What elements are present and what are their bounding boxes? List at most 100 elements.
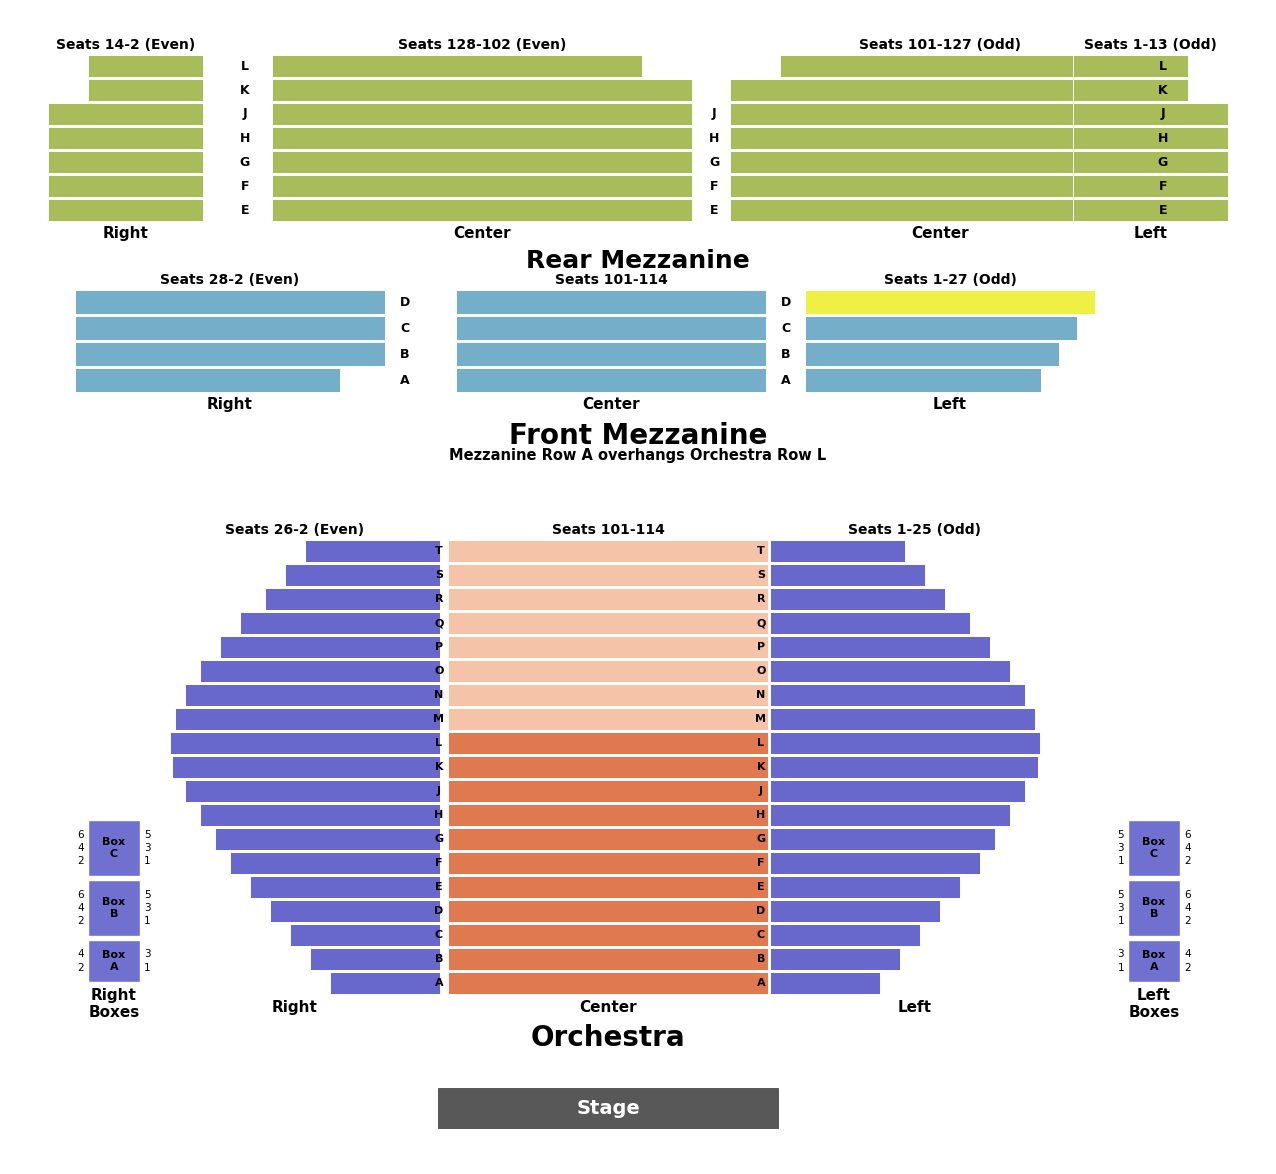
Text: Center: Center [453,227,510,241]
Text: Q: Q [757,618,766,628]
Text: Seats 128-102 (Even): Seats 128-102 (Even) [398,38,567,52]
Text: Left
Boxes: Left Boxes [1128,989,1179,1020]
Text: A: A [781,373,791,386]
Text: B: B [757,954,766,964]
Bar [730,127,1150,149]
Bar [456,290,766,313]
Text: Seats 101-114: Seats 101-114 [551,522,665,537]
Text: S: S [435,571,443,580]
Text: Rear Mezzanine: Rear Mezzanine [526,249,750,274]
Bar [456,342,766,366]
Bar [769,733,1040,754]
Bar [769,780,1025,802]
Bar [272,55,642,77]
Text: B: B [781,348,791,360]
Text: Seats 101-114: Seats 101-114 [555,274,667,286]
Bar [271,900,440,922]
Text: L: L [241,60,249,73]
Text: F: F [757,858,764,868]
Bar [290,924,440,946]
Bar [456,367,766,392]
Text: 5
3
1: 5 3 1 [144,890,151,926]
Text: F: F [1159,180,1168,193]
Bar [48,103,203,124]
Bar [448,564,768,586]
Text: Box
A: Box A [1142,950,1165,972]
Text: 3
1: 3 1 [1118,950,1124,972]
Text: T: T [435,546,443,556]
Text: L: L [758,738,764,748]
Bar [769,828,995,850]
Bar [1128,880,1180,936]
Text: Seats 26-2 (Even): Seats 26-2 (Even) [226,522,365,537]
Bar [175,708,440,730]
Bar [769,540,905,562]
Text: 4
2: 4 2 [1184,950,1191,972]
Text: D: D [757,906,766,916]
Text: A: A [435,978,443,989]
Bar [1073,175,1228,197]
Bar [448,660,768,682]
Text: Mezzanine Row A overhangs Orchestra Row L: Mezzanine Row A overhangs Orchestra Row … [449,448,827,463]
Text: Seats 101-127 (Odd): Seats 101-127 (Odd) [859,38,1021,52]
Bar [88,55,203,77]
Text: 5
3
1: 5 3 1 [144,830,151,866]
Bar [1073,151,1228,173]
Bar [769,588,946,610]
Bar [805,316,1077,340]
Bar [219,636,440,657]
Bar [805,367,1041,392]
Bar [1073,79,1188,101]
Text: F: F [435,858,443,868]
Text: 6
4
2: 6 4 2 [78,890,84,926]
Bar [448,924,768,946]
Text: E: E [709,203,718,216]
Bar [48,151,203,173]
Text: Box
C: Box C [102,837,125,859]
Bar [769,924,920,946]
Bar [438,1088,778,1128]
Bar [448,636,768,657]
Bar [305,540,440,562]
Bar [230,852,440,873]
Bar [805,290,1095,313]
Bar [88,79,203,101]
Text: M: M [434,714,444,724]
Text: D: D [434,906,444,916]
Bar [75,367,339,392]
Bar [1128,819,1180,876]
Text: H: H [434,810,444,819]
Bar [448,804,768,826]
Text: H: H [757,810,766,819]
Bar [780,55,1150,77]
Bar [272,175,692,197]
Text: J: J [242,108,248,121]
Bar [769,947,900,970]
Bar [48,200,203,221]
Bar [730,103,1150,124]
Text: K: K [435,762,443,772]
Text: O: O [434,666,444,676]
Bar [272,103,692,124]
Bar [448,708,768,730]
Bar [448,900,768,922]
Bar [75,290,385,313]
Text: 6
4
2: 6 4 2 [78,830,84,866]
Bar [185,780,440,802]
Text: J: J [436,787,441,796]
Bar [448,540,768,562]
Text: M: M [755,714,767,724]
Text: P: P [757,642,766,652]
Bar [272,200,692,221]
Text: D: D [399,296,410,309]
Bar [48,175,203,197]
Bar [448,612,768,634]
Text: E: E [241,203,249,216]
Text: Right: Right [207,397,253,412]
Text: C: C [757,930,766,940]
Text: Box
C: Box C [1142,837,1165,859]
Text: Seats 1-27 (Odd): Seats 1-27 (Odd) [883,274,1017,286]
Text: G: G [757,834,766,844]
Bar [1073,55,1188,77]
Text: P: P [435,642,443,652]
